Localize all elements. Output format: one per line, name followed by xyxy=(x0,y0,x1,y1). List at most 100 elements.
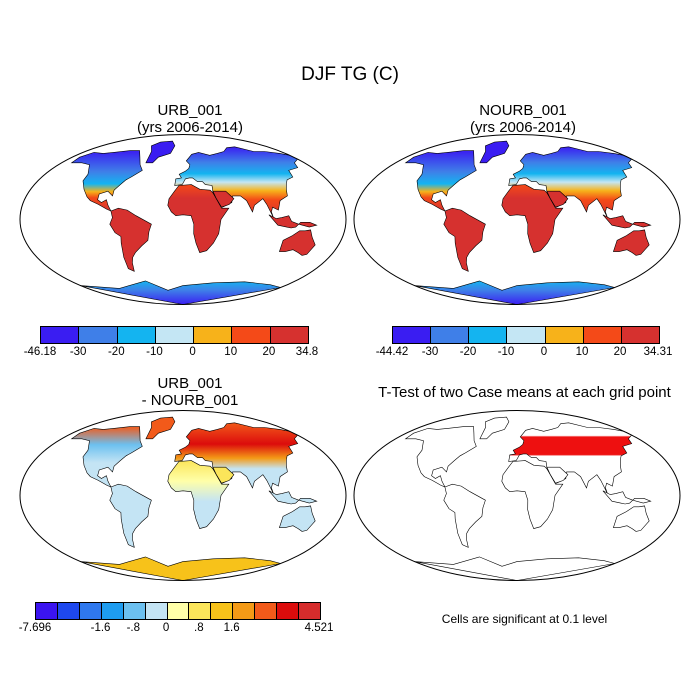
panel1-title-line2: (yrs 2006-2014) xyxy=(137,119,243,136)
colorbar-label: -1.6 xyxy=(90,622,111,634)
colorbar-label: 0 xyxy=(540,346,548,358)
landmass-arabia xyxy=(546,190,569,208)
colorbar-swatch xyxy=(123,603,146,619)
landmass-namerica xyxy=(70,426,143,488)
landmass-antarctica xyxy=(414,556,615,581)
colorbar-label: -10 xyxy=(497,346,515,358)
colorbar-label: .8 xyxy=(194,622,204,634)
landmass-australia xyxy=(278,229,316,256)
colorbar-swatch xyxy=(469,327,508,343)
map-border xyxy=(353,134,681,305)
panel3-title-line2: - NOURB_001 xyxy=(141,392,239,409)
landmass-africa xyxy=(501,184,564,253)
landmass-arabia xyxy=(212,190,235,208)
colorbar-swatch xyxy=(189,603,212,619)
colorbar-swatch xyxy=(194,327,233,343)
colorbar-difference xyxy=(35,602,321,620)
landmass-africa xyxy=(501,460,564,529)
panel2-title: NOURB_001 (yrs 2006-2014) xyxy=(373,102,673,136)
landmass-samerica xyxy=(443,483,486,548)
landmass-arabia xyxy=(212,466,235,484)
panel1-title: URB_001 (yrs 2006-2014) xyxy=(40,102,340,136)
landmass-indonesia xyxy=(268,490,318,505)
colorbar-label: 4.521 xyxy=(304,622,334,634)
colorbar-swatch xyxy=(393,327,432,343)
colorbar-label: -30 xyxy=(69,346,87,358)
colorbar-label: 34.31 xyxy=(643,346,673,358)
landmass-greenland xyxy=(479,140,510,164)
landmass-greenland xyxy=(479,416,510,440)
panel3-title: URB_001 - NOURB_001 xyxy=(40,375,340,409)
map-border xyxy=(353,410,681,581)
panel3-title-line1: URB_001 xyxy=(157,375,223,392)
map-border xyxy=(19,410,347,581)
map-urb xyxy=(19,134,347,305)
colorbar-nourb xyxy=(392,326,660,344)
colorbar-label: 0 xyxy=(162,622,170,634)
landmass-indonesia xyxy=(602,490,652,505)
colorbar-swatch xyxy=(211,603,234,619)
map-ttest xyxy=(353,410,681,581)
colorbar-label: 10 xyxy=(224,346,238,358)
colorbar-swatch xyxy=(299,603,320,619)
colorbar-swatch xyxy=(270,327,308,343)
landmass-samerica xyxy=(109,483,152,548)
landmass-antarctica xyxy=(80,556,281,581)
colorbar-label: 34.8 xyxy=(295,346,319,358)
colorbar-swatch xyxy=(545,327,584,343)
panel1-title-line1: URB_001 xyxy=(157,102,223,119)
landmass-namerica xyxy=(70,150,143,212)
colorbar-label: -.8 xyxy=(126,622,141,634)
map-difference xyxy=(19,410,347,581)
colorbar-swatch xyxy=(233,603,256,619)
colorbar-label: -44.42 xyxy=(375,346,409,358)
colorbar-swatch xyxy=(155,327,195,343)
panel2-title-line1: NOURB_001 xyxy=(479,102,567,119)
colorbar-label: -7.696 xyxy=(18,622,52,634)
colorbar-label: 20 xyxy=(262,346,276,358)
colorbar-label: -20 xyxy=(107,346,125,358)
landmass-eurasia xyxy=(174,146,299,218)
colorbar-swatch xyxy=(583,327,622,343)
landmass-eurasia xyxy=(174,422,299,494)
landmass-australia xyxy=(612,505,650,532)
landmass-greenland xyxy=(145,140,176,164)
landmass-eurasia xyxy=(508,422,633,494)
landmass-namerica xyxy=(404,150,477,212)
colorbar-swatch xyxy=(117,327,156,343)
map-border xyxy=(19,134,347,305)
colorbar-urb xyxy=(40,326,309,344)
colorbar-swatch xyxy=(101,603,124,619)
panel2-title-line2: (yrs 2006-2014) xyxy=(470,119,576,136)
landmass-antarctica xyxy=(80,280,281,305)
landmass-australia xyxy=(278,505,316,532)
colorbar-swatch xyxy=(232,327,271,343)
landmass-indonesia xyxy=(268,214,318,229)
colorbar-label: 10 xyxy=(575,346,589,358)
colorbar-swatch xyxy=(57,603,80,619)
landmass-eurasia xyxy=(508,146,633,218)
landmass-greenland xyxy=(145,416,176,440)
colorbar-swatch xyxy=(507,327,546,343)
panel4-title: T-Test of two Case means at each grid po… xyxy=(378,384,671,401)
figure-title: DJF TG (C) xyxy=(301,64,399,85)
colorbar-label: -10 xyxy=(146,346,163,358)
landmass-australia xyxy=(612,229,650,256)
colorbar-swatch xyxy=(41,327,80,343)
colorbar-label: -30 xyxy=(421,346,439,358)
colorbar-label: -46.18 xyxy=(23,346,57,358)
colorbar-label: 1.6 xyxy=(223,622,240,634)
landmass-arabia xyxy=(546,466,569,484)
colorbar-swatch xyxy=(79,603,102,619)
colorbar-swatch xyxy=(277,603,300,619)
colorbar-swatch xyxy=(167,603,190,619)
colorbar-label: -20 xyxy=(459,346,477,358)
significance-note: Cells are significant at 0.1 level xyxy=(441,612,608,626)
landmass-indonesia xyxy=(602,214,652,229)
landmass-namerica xyxy=(404,426,477,488)
landmass-samerica xyxy=(109,207,152,272)
map-nourb xyxy=(353,134,681,305)
landmass-samerica xyxy=(443,207,486,272)
colorbar-swatch xyxy=(255,603,278,619)
landmass-africa xyxy=(167,460,230,529)
